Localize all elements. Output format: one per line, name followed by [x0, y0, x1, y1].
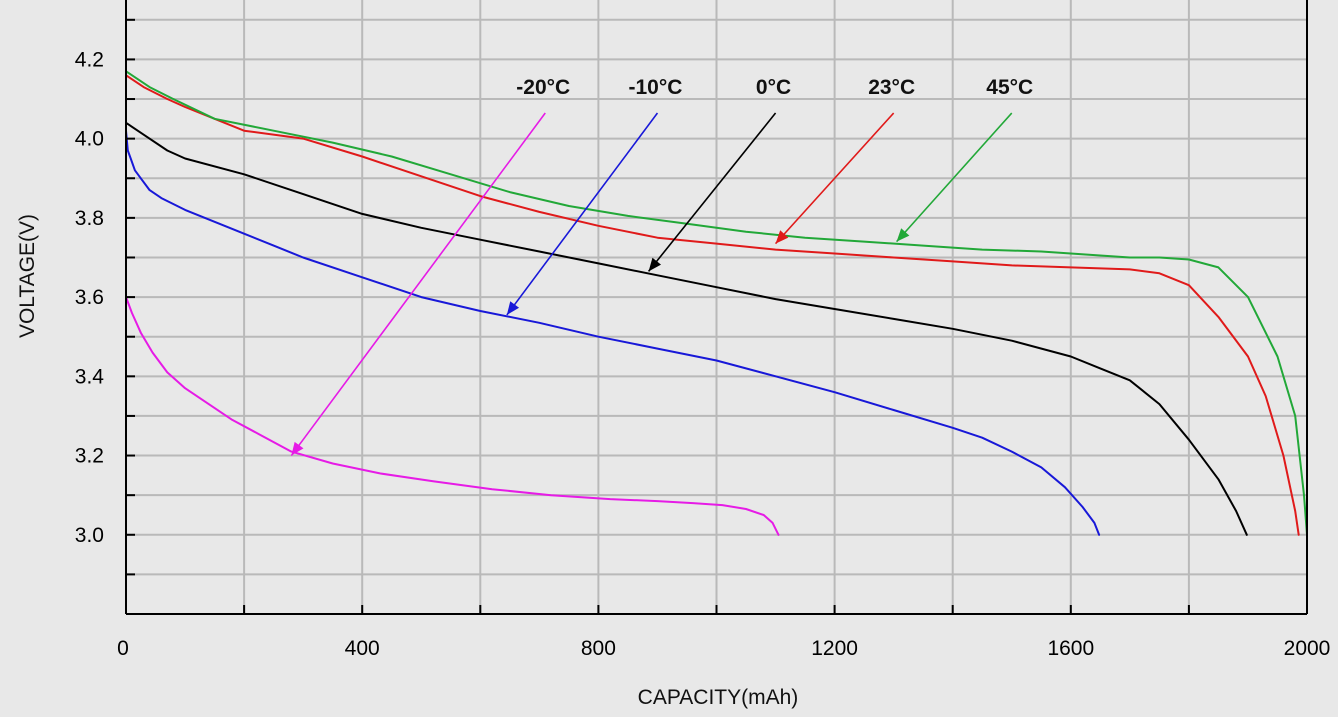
series-label: 0°C: [756, 76, 791, 99]
grid: [126, 0, 1307, 614]
series-line: [125, 129, 1101, 536]
annotation-arrow: [506, 112, 659, 316]
x-tick-label: 2000: [1284, 637, 1331, 660]
y-tick-label: 3.4: [75, 365, 105, 388]
arrowhead: [648, 257, 662, 272]
arrowhead: [896, 228, 910, 242]
y-tick-label: 3.6: [75, 286, 104, 309]
annotation-arrow: [290, 112, 546, 457]
arrowhead: [506, 301, 520, 315]
arrowhead: [775, 230, 789, 244]
y-tick-label: 3.8: [75, 207, 104, 230]
y-axis-title: VOLTAGE(V): [16, 214, 39, 338]
annotation-arrow: [647, 112, 777, 272]
y-tick-label: 4.2: [75, 48, 104, 71]
y-tick-label: 3.2: [75, 445, 104, 468]
series-lines: [125, 70, 1308, 536]
series-labels: -20°C -10°C 0°C 23°C 45°C: [516, 76, 1033, 99]
arrowhead: [291, 441, 304, 456]
series-line: [125, 70, 1308, 536]
series-line: [125, 121, 1248, 536]
series-line: [125, 296, 780, 536]
tick-labels: 0 400 800 1200 1600 2000 3.0 3.2 3.4 3.6 3.8 4.0 4.2: [75, 48, 1331, 660]
y-tick-label: 3.0: [75, 524, 104, 547]
y-tick-label: 4.0: [75, 128, 104, 151]
x-tick-label: 1600: [1047, 637, 1094, 660]
axes: [125, 0, 1308, 615]
x-tick-label: 1200: [811, 637, 858, 660]
x-tick-label: 400: [345, 637, 380, 660]
annotation-arrow: [896, 112, 1013, 243]
series-label: 23°C: [868, 76, 915, 99]
x-axis-title: CAPACITY(mAh): [638, 686, 799, 709]
series-label: -10°C: [628, 76, 682, 99]
series-label: -20°C: [516, 76, 570, 99]
x-tick-label: 0: [117, 637, 129, 660]
series-arrows: [290, 112, 1013, 457]
series-line: [125, 74, 1300, 536]
x-tick-label: 800: [581, 637, 616, 660]
series-label: 45°C: [986, 76, 1033, 99]
annotation-arrow: [774, 112, 895, 245]
